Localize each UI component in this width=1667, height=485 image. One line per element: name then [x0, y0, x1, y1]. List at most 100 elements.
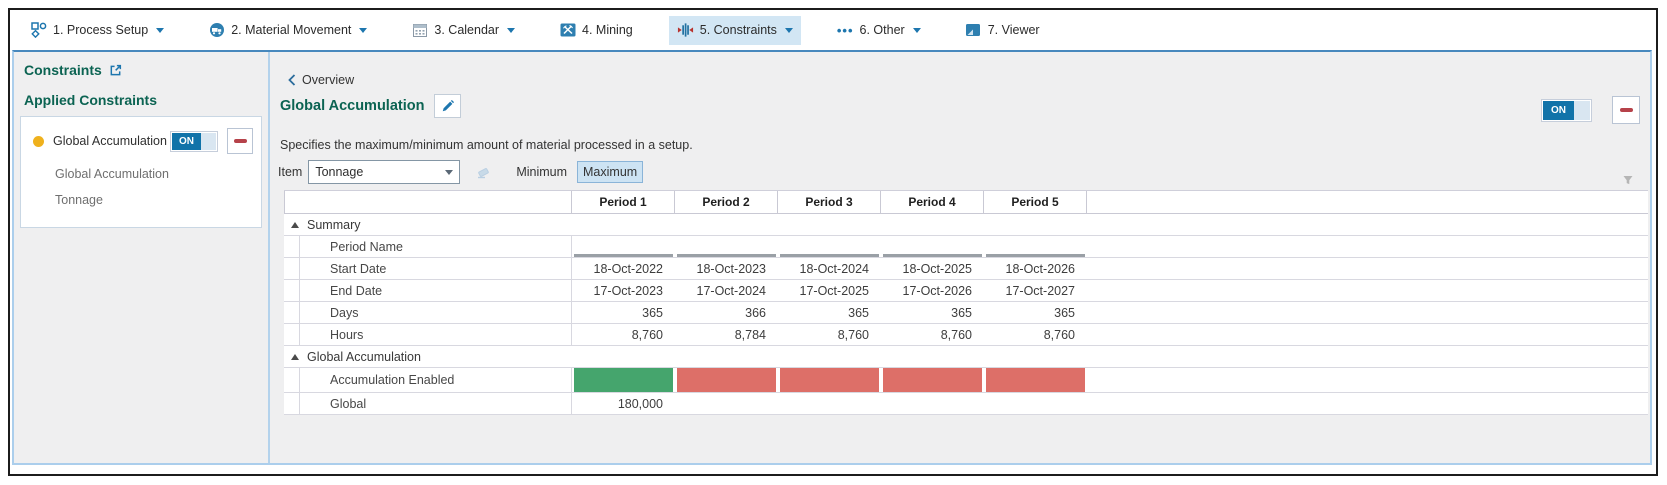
- accumulation-cell[interactable]: [572, 368, 675, 393]
- accumulation-state-block: [986, 368, 1085, 392]
- filter-icon[interactable]: [1622, 174, 1634, 186]
- tab-label: 4. Mining: [582, 23, 633, 37]
- tab-material-movement[interactable]: 2. Material Movement: [200, 16, 375, 45]
- accumulation-state-block: [780, 368, 879, 392]
- value-cell: 366: [675, 302, 778, 324]
- applied-constraints-heading: Applied Constraints: [24, 92, 158, 108]
- constraint-description: Specifies the maximum/minimum amount of …: [280, 138, 693, 152]
- value-cell: 8,760: [881, 324, 984, 346]
- tab-label: 2. Material Movement: [231, 23, 352, 37]
- item-select-value: Tonnage: [315, 165, 364, 179]
- tab-constraints[interactable]: 5. Constraints: [668, 15, 801, 45]
- row-accumulation-enabled: Accumulation Enabled: [284, 368, 1648, 393]
- group-label: Summary: [307, 217, 361, 232]
- accumulation-cell[interactable]: [984, 368, 1087, 393]
- item-label: Item: [278, 165, 303, 179]
- constraint-on-toggle[interactable]: ON: [170, 130, 218, 152]
- value-cell: 18-Oct-2022: [572, 258, 675, 280]
- header-filler: [1087, 191, 1648, 214]
- value-cell: 8,760: [778, 324, 881, 346]
- row-label: Start Date: [299, 258, 572, 280]
- edit-name-button[interactable]: [434, 94, 462, 118]
- row-label: Period Name: [299, 236, 572, 258]
- remove-constraint-button[interactable]: [227, 128, 253, 154]
- accumulation-cell[interactable]: [778, 368, 881, 393]
- global-value-cell[interactable]: [675, 393, 778, 415]
- constraint-card[interactable]: Global Accumulation ON Global Accumulati…: [20, 116, 262, 228]
- value-cell: 18-Oct-2026: [984, 258, 1087, 280]
- period-name-cell[interactable]: [778, 236, 881, 258]
- collapse-triangle-icon: [291, 221, 299, 228]
- global-value-cell[interactable]: 180,000: [572, 393, 675, 415]
- constraint-child-item[interactable]: Global Accumulation: [55, 167, 169, 181]
- accumulation-cell[interactable]: [881, 368, 984, 393]
- ellipsis-icon: •••: [836, 22, 854, 38]
- value-cell: 365: [984, 302, 1087, 324]
- tab-mining[interactable]: 4. Mining: [551, 16, 641, 45]
- value-cell: 17-Oct-2026: [881, 280, 984, 302]
- item-select[interactable]: Tonnage: [308, 160, 461, 184]
- accumulation-cell[interactable]: [675, 368, 778, 393]
- viewer-icon: [965, 22, 982, 39]
- eraser-icon[interactable]: [476, 165, 492, 179]
- pencil-icon: [441, 99, 455, 113]
- tab-calendar[interactable]: 3. Calendar: [403, 16, 523, 45]
- back-to-overview-link[interactable]: Overview: [288, 73, 354, 87]
- row-label: Days: [299, 302, 572, 324]
- constraint-on-toggle-main[interactable]: ON: [1541, 98, 1592, 122]
- status-dot: [33, 135, 44, 147]
- accumulation-state-block: [677, 368, 776, 392]
- chevron-down-icon: [912, 27, 921, 33]
- chevron-down-icon: [507, 27, 516, 33]
- global-value-cell[interactable]: [881, 393, 984, 415]
- row-label: Accumulation Enabled: [299, 368, 572, 393]
- group-label: Global Accumulation: [307, 349, 421, 364]
- minimum-button[interactable]: Minimum: [516, 165, 568, 179]
- tab-other[interactable]: ••• 6. Other: [829, 17, 929, 44]
- row-days: Days 365 366 365 365 365: [284, 302, 1648, 324]
- period-name-cell[interactable]: [881, 236, 984, 258]
- sidebar-title: Constraints: [24, 62, 102, 78]
- global-value-cell[interactable]: [984, 393, 1087, 415]
- period-name-cell[interactable]: [572, 236, 675, 258]
- external-link-icon[interactable]: [109, 64, 122, 77]
- tab-viewer[interactable]: 7. Viewer: [957, 16, 1048, 45]
- calendar-icon: [411, 22, 428, 39]
- row-hours: Hours 8,760 8,784 8,760 8,760 8,760: [284, 324, 1648, 346]
- row-end-date: End Date 17-Oct-2023 17-Oct-2024 17-Oct-…: [284, 280, 1648, 302]
- toggle-on-label: ON: [172, 132, 201, 150]
- group-row-summary[interactable]: Summary: [284, 214, 1648, 236]
- constraint-row: Global Accumulation ON: [33, 127, 253, 155]
- tab-label: 5. Constraints: [699, 23, 777, 37]
- toggle-on-label: ON: [1543, 100, 1574, 120]
- material-movement-icon: [208, 22, 225, 39]
- tab-label: 1. Process Setup: [53, 23, 149, 37]
- content-panel: Constraints Applied Constraints Global A…: [12, 50, 1652, 465]
- value-cell: 365: [572, 302, 675, 324]
- remove-constraint-button-main[interactable]: [1612, 96, 1640, 124]
- constraint-name: Global Accumulation: [53, 134, 167, 148]
- min-max-switch: Minimum Maximum: [510, 161, 644, 183]
- group-row-global-accumulation[interactable]: Global Accumulation: [284, 346, 1648, 368]
- maximum-button[interactable]: Maximum: [577, 161, 644, 183]
- chevron-down-icon: [359, 27, 368, 33]
- minus-icon: [233, 139, 247, 143]
- toggle-off-segment: [1574, 100, 1590, 120]
- mining-icon: [559, 22, 576, 39]
- constraint-child-item[interactable]: Tonnage: [55, 193, 103, 207]
- value-cell: 17-Oct-2023: [572, 280, 675, 302]
- period-name-cell[interactable]: [984, 236, 1087, 258]
- main-panel: Overview Global Accumulation ON: [272, 52, 1650, 463]
- column-header-period-2: Period 2: [675, 191, 778, 214]
- value-cell: 365: [881, 302, 984, 324]
- value-cell: 17-Oct-2027: [984, 280, 1087, 302]
- value-cell: 18-Oct-2025: [881, 258, 984, 280]
- chevron-down-icon: [784, 27, 793, 33]
- tab-process-setup[interactable]: 1. Process Setup: [22, 16, 172, 45]
- value-cell: 8,760: [984, 324, 1087, 346]
- global-value-cell[interactable]: [778, 393, 881, 415]
- value-cell: 17-Oct-2024: [675, 280, 778, 302]
- table-header-row: Period 1 Period 2 Period 3 Period 4 Peri…: [284, 191, 1648, 214]
- chevron-down-icon: [156, 27, 165, 33]
- period-name-cell[interactable]: [675, 236, 778, 258]
